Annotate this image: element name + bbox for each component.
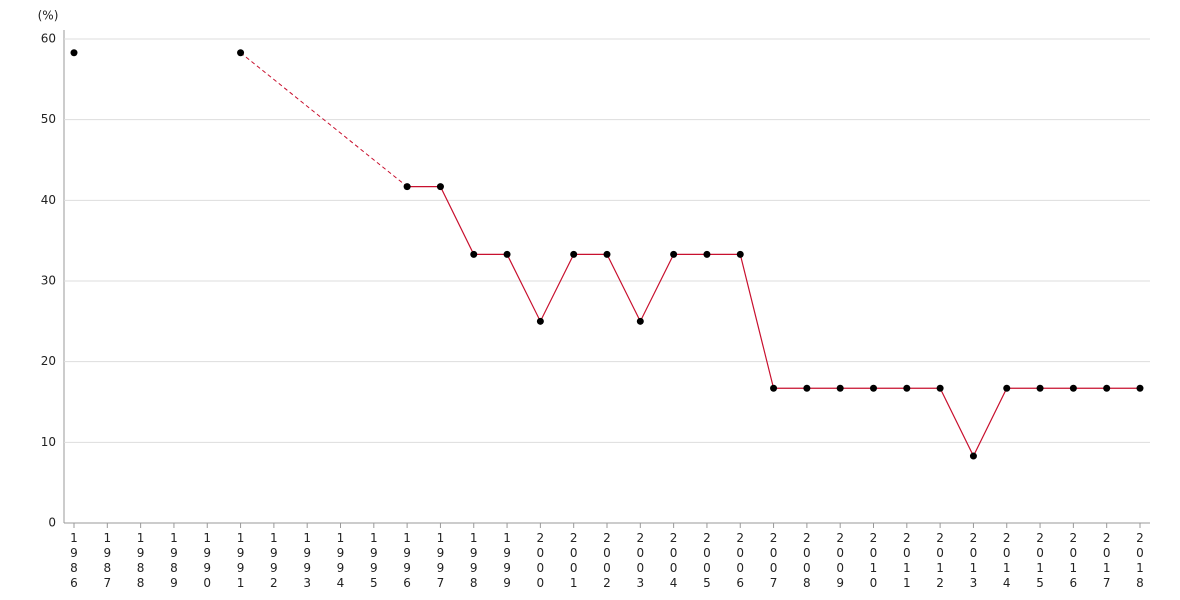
- x-tick-label: 1999: [500, 531, 514, 591]
- point: [736, 250, 744, 258]
- point: [1069, 384, 1077, 392]
- point: [903, 384, 911, 392]
- x-tick-label: 2012: [933, 531, 947, 591]
- point: [936, 384, 944, 392]
- x-tick-label: 1991: [234, 531, 248, 591]
- point: [470, 250, 478, 258]
- point: [503, 250, 511, 258]
- x-tick-label: 2005: [700, 531, 714, 591]
- x-tick-label: 2011: [900, 531, 914, 591]
- x-tick-label: 1988: [134, 531, 148, 591]
- point: [436, 183, 444, 191]
- x-tick-label: 1989: [167, 531, 181, 591]
- point: [1136, 384, 1144, 392]
- point: [836, 384, 844, 392]
- point: [536, 317, 544, 325]
- point: [570, 250, 578, 258]
- x-tick-label: 2001: [567, 531, 581, 591]
- point: [603, 250, 611, 258]
- x-tick-label: 2006: [733, 531, 747, 591]
- x-tick-label: 1998: [467, 531, 481, 591]
- point: [703, 250, 711, 258]
- x-tick-label: 1993: [300, 531, 314, 591]
- y-tick-label: 50: [41, 112, 56, 126]
- point: [403, 183, 411, 191]
- point: [670, 250, 678, 258]
- y-tick-label: 10: [41, 435, 56, 449]
- point: [1103, 384, 1111, 392]
- point: [803, 384, 811, 392]
- point: [636, 317, 644, 325]
- x-tick-label: 1986: [67, 531, 81, 591]
- x-tick-label: 1995: [367, 531, 381, 591]
- point: [70, 49, 78, 57]
- gap-line: [240, 52, 408, 188]
- x-tick-label: 1992: [267, 531, 281, 591]
- series-line: [407, 186, 1140, 458]
- x-tick-label: 2002: [600, 531, 614, 591]
- x-tick-label: 1996: [400, 531, 414, 591]
- y-tick-label: 0: [48, 516, 56, 530]
- x-tick-label: 2007: [767, 531, 781, 591]
- x-tick-label: 2009: [833, 531, 847, 591]
- x-tick-label: 1990: [200, 531, 214, 591]
- x-tick-label: 2010: [867, 531, 881, 591]
- y-tick-label: 30: [41, 274, 56, 288]
- y-unit-label: (%): [38, 9, 59, 23]
- point: [1036, 384, 1044, 392]
- x-tick-label: 2008: [800, 531, 814, 591]
- point: [969, 452, 977, 460]
- x-tick-label: 2000: [533, 531, 547, 591]
- x-tick-label: 2018: [1133, 531, 1147, 591]
- x-tick-label: 2015: [1033, 531, 1047, 591]
- point: [870, 384, 877, 392]
- y-tick-label: 20: [41, 354, 56, 368]
- x-tick-label: 1997: [433, 531, 447, 591]
- x-tick-label: 2014: [1000, 531, 1014, 591]
- point: [1003, 384, 1011, 392]
- x-tick-label: 2004: [667, 531, 681, 591]
- x-tick-label: 2017: [1100, 531, 1114, 591]
- x-tick-label: 1994: [334, 531, 348, 591]
- point: [770, 384, 778, 392]
- point: [237, 49, 245, 57]
- x-tick-label: 2003: [633, 531, 647, 591]
- x-tick-label: 1987: [100, 531, 114, 591]
- x-tick-label: 2013: [966, 531, 980, 591]
- y-tick-label: 60: [41, 32, 56, 46]
- x-tick-label: 2016: [1066, 531, 1080, 591]
- y-tick-label: 40: [41, 193, 56, 207]
